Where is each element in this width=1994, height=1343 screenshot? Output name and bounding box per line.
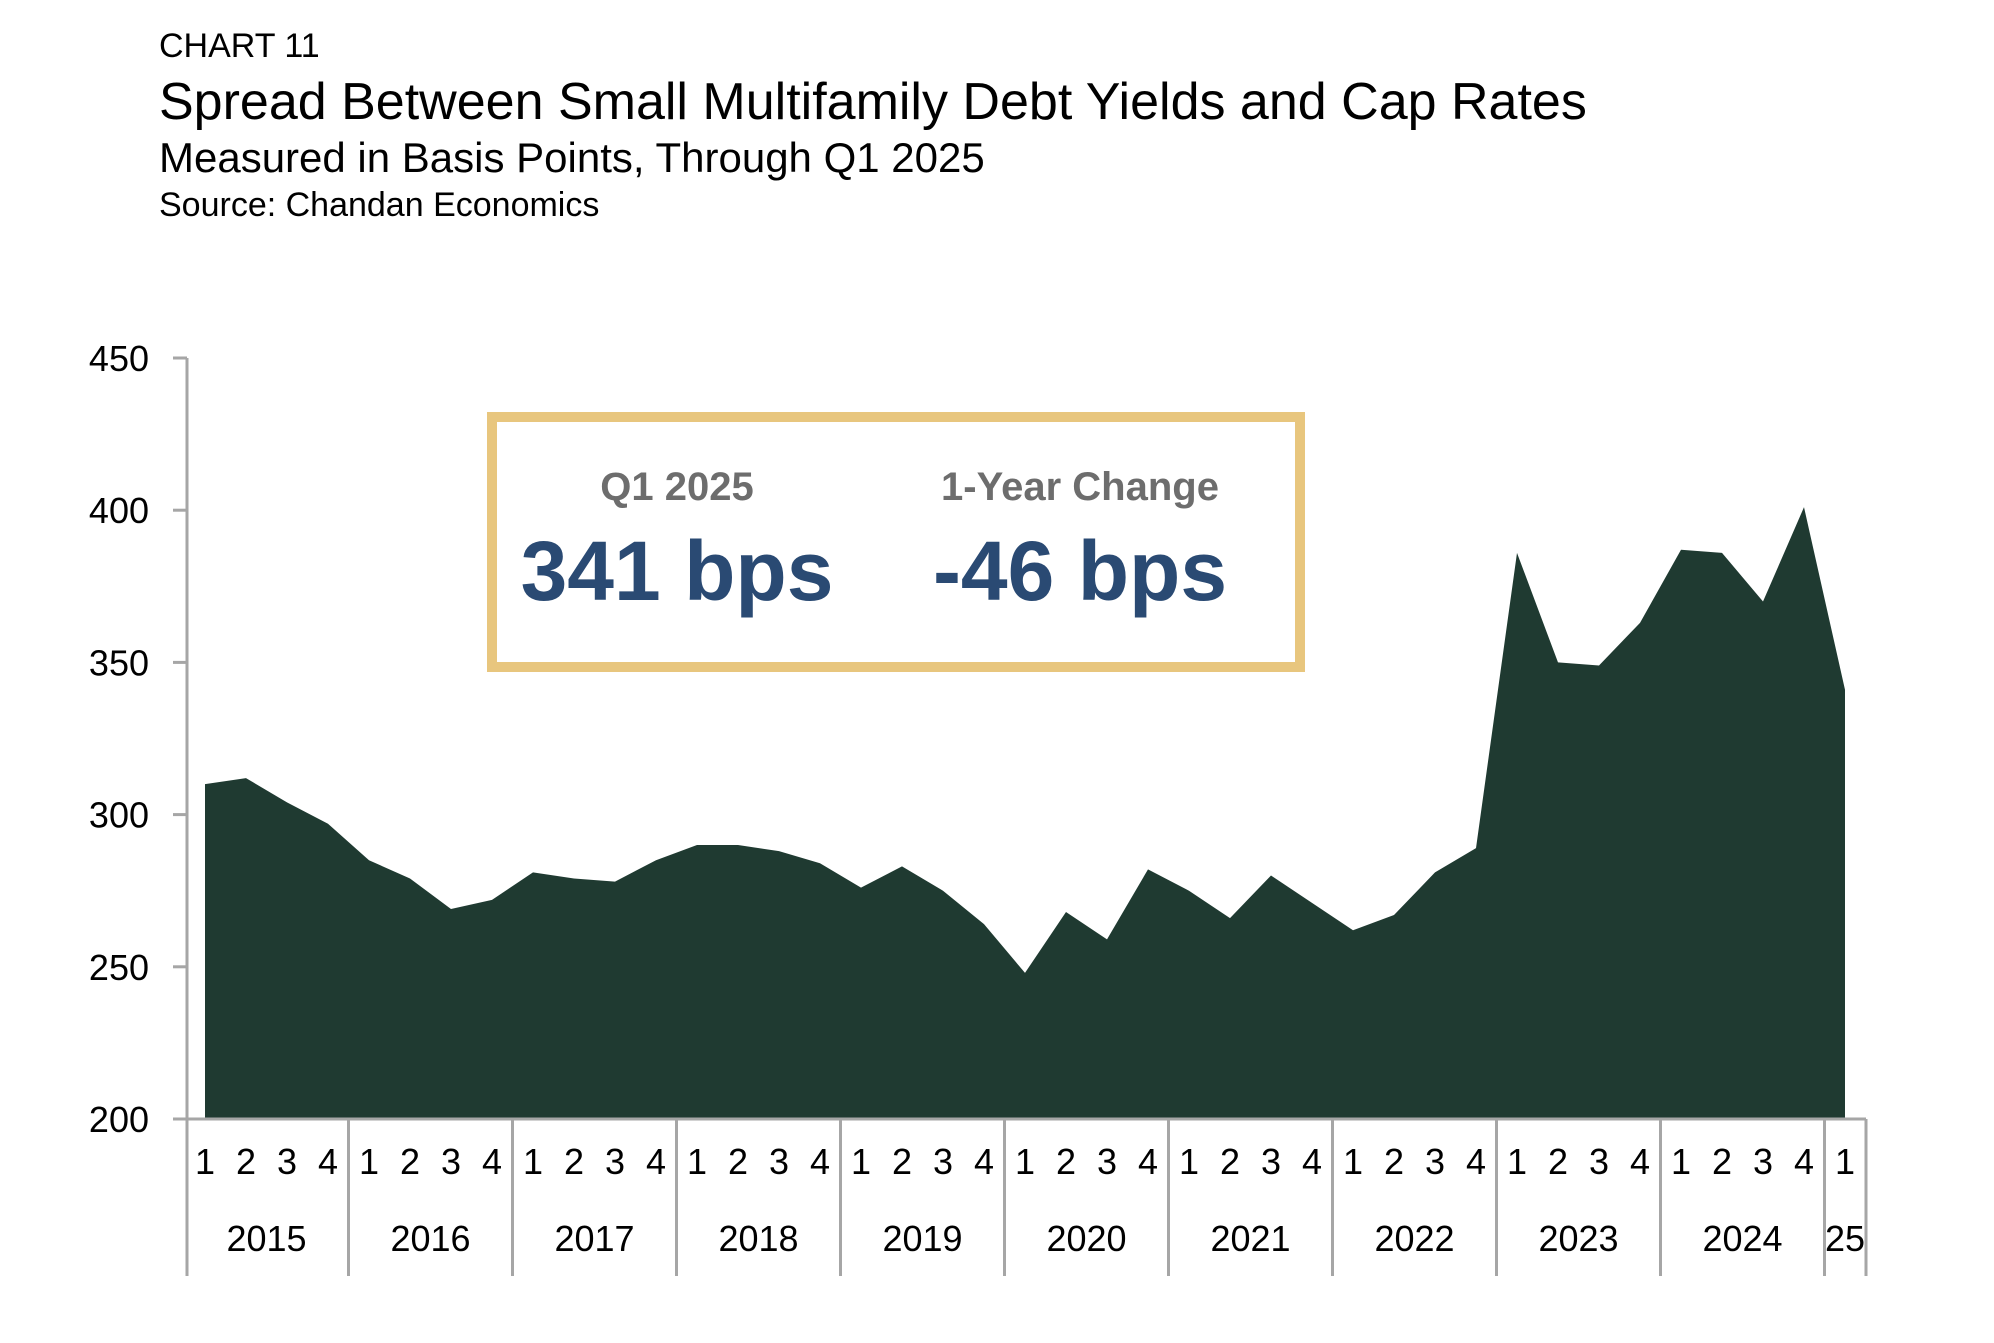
x-quarter-label: 1 — [851, 1141, 871, 1182]
x-quarter-label: 1 — [195, 1141, 215, 1182]
callout-label: Q1 2025 — [600, 465, 753, 509]
x-quarter-label: 4 — [318, 1141, 338, 1182]
x-quarter-label: 4 — [1302, 1141, 1322, 1182]
x-quarter-label: 1 — [1671, 1141, 1691, 1182]
x-quarter-label: 4 — [1466, 1141, 1486, 1182]
x-year-label: 2017 — [554, 1218, 634, 1259]
chart-label: CHART 11 — [159, 27, 320, 65]
x-quarter-label: 4 — [1630, 1141, 1650, 1182]
x-quarter-label: 1 — [1343, 1141, 1363, 1182]
y-tick-label: 450 — [89, 338, 149, 379]
x-quarter-label: 3 — [277, 1141, 297, 1182]
callout-value: 341 bps — [521, 524, 834, 618]
chart-header: CHART 11 Spread Between Small Multifamil… — [159, 26, 1587, 226]
x-year-label: 2021 — [1210, 1218, 1290, 1259]
x-year-label: 2022 — [1374, 1218, 1454, 1259]
x-quarter-label: 3 — [1425, 1141, 1445, 1182]
x-quarter-label: 2 — [236, 1141, 256, 1182]
chart-source: Source: Chandan Economics — [159, 186, 600, 224]
x-quarter-label: 3 — [769, 1141, 789, 1182]
x-quarter-label: 2 — [892, 1141, 912, 1182]
x-quarter-label: 2 — [1384, 1141, 1404, 1182]
x-year-label: 2019 — [882, 1218, 962, 1259]
callout-value: -46 bps — [933, 524, 1227, 618]
x-quarter-label: 1 — [523, 1141, 543, 1182]
x-quarter-label: 3 — [1261, 1141, 1281, 1182]
x-year-label: 2016 — [390, 1218, 470, 1259]
x-quarter-label: 2 — [564, 1141, 584, 1182]
x-quarter-label: 3 — [933, 1141, 953, 1182]
x-quarter-label: 3 — [441, 1141, 461, 1182]
x-quarter-label: 1 — [1179, 1141, 1199, 1182]
x-quarter-label: 2 — [1548, 1141, 1568, 1182]
x-year-label: 2020 — [1046, 1218, 1126, 1259]
y-tick-label: 250 — [89, 947, 149, 988]
x-quarter-label: 4 — [974, 1141, 994, 1182]
x-quarter-label: 4 — [1138, 1141, 1158, 1182]
x-year-label: 2015 — [226, 1218, 306, 1259]
x-quarter-label: 4 — [482, 1141, 502, 1182]
x-year-label: 2018 — [718, 1218, 798, 1259]
x-quarter-label: 1 — [1507, 1141, 1527, 1182]
y-tick-label: 350 — [89, 642, 149, 683]
chart-title: Spread Between Small Multifamily Debt Yi… — [159, 73, 1587, 131]
callout-box: Q1 2025 341 bps 1-Year Change -46 bps — [487, 412, 1305, 672]
x-quarter-label: 4 — [1794, 1141, 1814, 1182]
x-quarter-label: 3 — [1097, 1141, 1117, 1182]
x-quarter-label: 2 — [400, 1141, 420, 1182]
series-area — [205, 507, 1845, 1119]
y-tick-label: 300 — [89, 795, 149, 836]
x-quarter-label: 2 — [1712, 1141, 1732, 1182]
x-quarter-label: 3 — [1753, 1141, 1773, 1182]
x-year-label: 2023 — [1538, 1218, 1618, 1259]
x-quarter-label: 2 — [728, 1141, 748, 1182]
callout-border — [487, 412, 1305, 672]
x-year-label: 25 — [1825, 1218, 1865, 1259]
x-quarter-label: 4 — [646, 1141, 666, 1182]
x-quarter-label: 1 — [1015, 1141, 1035, 1182]
chart-subtitle: Measured in Basis Points, Through Q1 202… — [159, 134, 985, 181]
y-tick-label: 200 — [89, 1099, 149, 1140]
x-quarter-label: 2 — [1056, 1141, 1076, 1182]
callout-label: 1-Year Change — [941, 465, 1219, 509]
x-quarter-label: 1 — [359, 1141, 379, 1182]
x-year-label: 2024 — [1702, 1218, 1782, 1259]
x-quarter-label: 1 — [687, 1141, 707, 1182]
area-layer — [204, 507, 1846, 1119]
x-quarter-label: 3 — [1589, 1141, 1609, 1182]
x-quarter-label: 2 — [1220, 1141, 1240, 1182]
x-quarter-label: 4 — [810, 1141, 830, 1182]
x-quarter-label: 3 — [605, 1141, 625, 1182]
x-quarter-label: 1 — [1835, 1141, 1855, 1182]
y-tick-label: 400 — [89, 490, 149, 531]
